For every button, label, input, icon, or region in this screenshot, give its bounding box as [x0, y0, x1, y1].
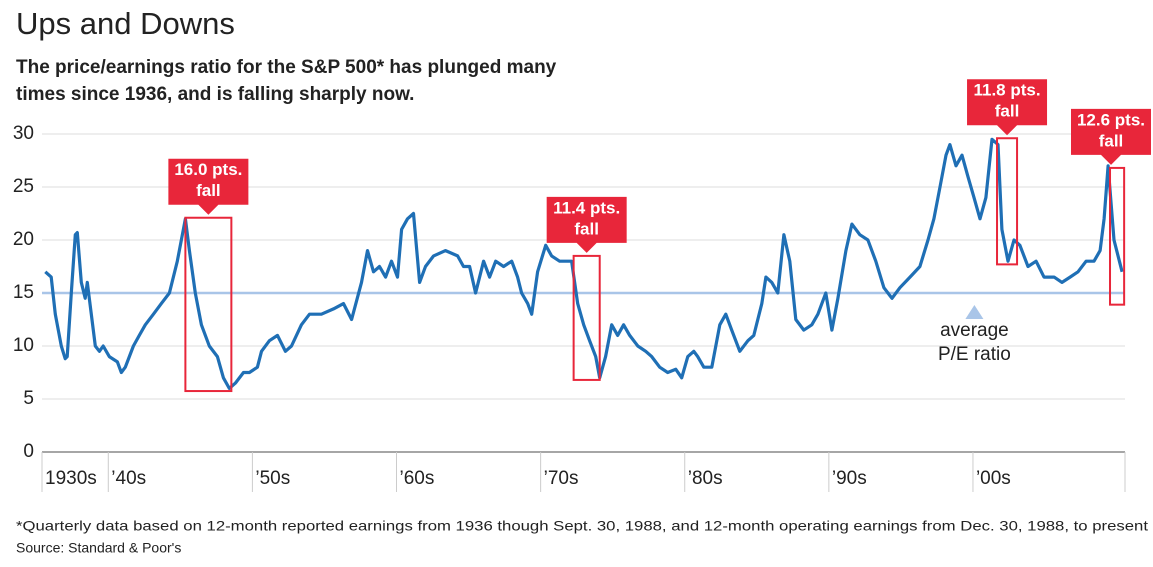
source: Source: Standard & Poor's [16, 540, 181, 556]
subtitle: The price/earnings ratio for the S&P 500… [16, 57, 557, 78]
x-tick-label: ’80s [688, 468, 723, 489]
x-tick-label: ’00s [976, 468, 1011, 489]
y-tick-label: 15 [13, 282, 34, 303]
x-tick-label: ’90s [832, 468, 867, 489]
y-tick-label: 30 [13, 123, 34, 144]
x-tick-label: ’50s [255, 468, 290, 489]
y-tick-label: 5 [23, 388, 34, 409]
y-tick-label: 20 [13, 229, 34, 250]
y-tick-label: 10 [13, 335, 34, 356]
fall-label: fall [995, 102, 1020, 121]
average-label: average [940, 320, 1009, 341]
average-marker [965, 305, 984, 319]
x-tick-label: ’70s [544, 468, 579, 489]
fall-callout [1071, 108, 1151, 165]
y-tick-label: 25 [13, 176, 34, 197]
footnote: *Quarterly data based on 12-month report… [16, 518, 1148, 534]
x-tick-label: ’40s [111, 468, 146, 489]
fall-label: fall [1099, 131, 1124, 150]
subtitle: times since 1936, and is falling sharply… [16, 84, 414, 105]
fall-box [1109, 166, 1126, 306]
fall-label: fall [574, 219, 599, 238]
chart-title: Ups and Downs [16, 6, 235, 41]
y-tick-label: 0 [23, 441, 34, 462]
pe-line [44, 137, 1124, 390]
fall-callout [546, 196, 627, 253]
fall-callout [967, 79, 1048, 136]
fall-label: 11.8 pts. [973, 81, 1040, 100]
fall-label: 12.6 pts. [1077, 110, 1145, 129]
fall-label: 16.0 pts. [174, 160, 242, 179]
x-tick-label: 1930s [45, 468, 97, 489]
fall-label: fall [196, 181, 221, 200]
x-tick-label: ’60s [400, 468, 435, 489]
fall-box [996, 137, 1019, 266]
fall-label: 11.4 pts. [553, 198, 620, 217]
fall-box [184, 216, 233, 393]
fall-callout [168, 158, 249, 215]
fall-box [572, 254, 601, 381]
average-label: P/E ratio [938, 344, 1011, 365]
